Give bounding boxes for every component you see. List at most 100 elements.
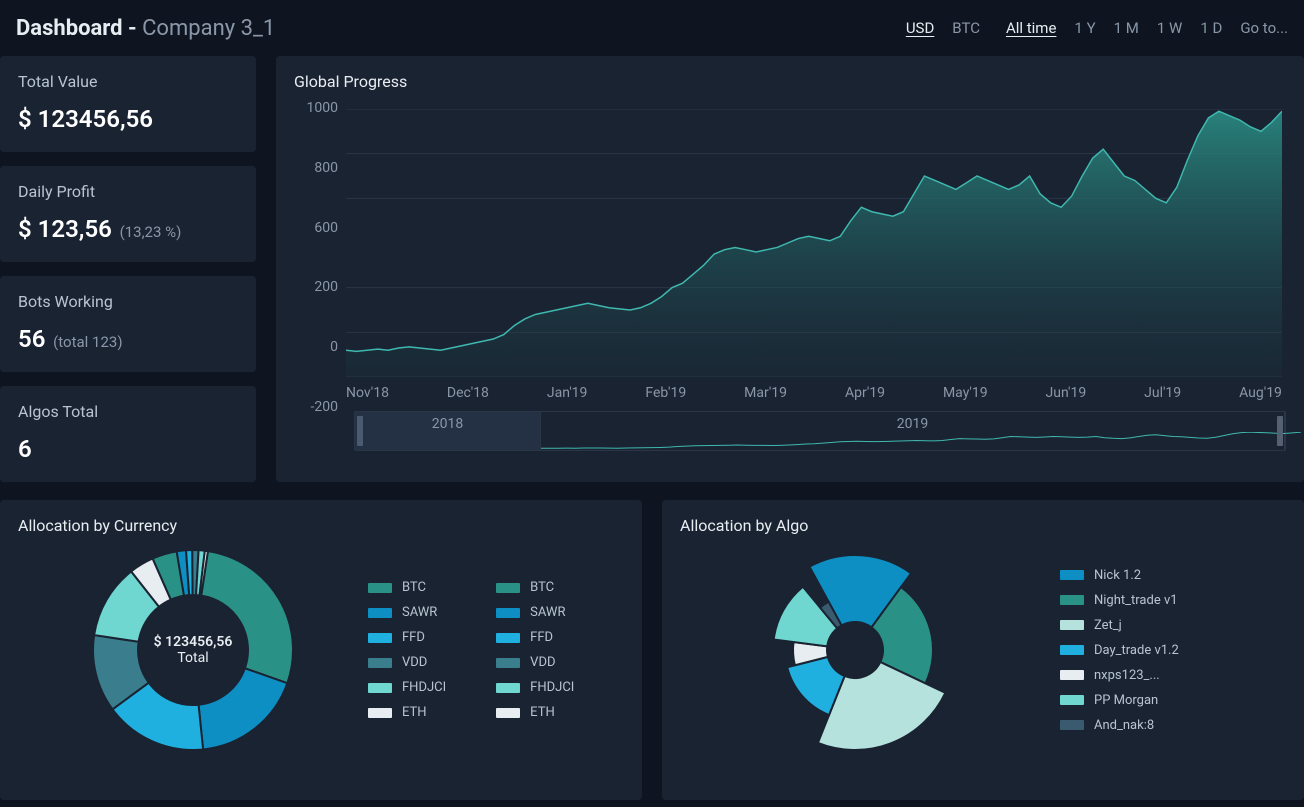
stat-card-0[interactable]: Total Value$ 123456,56 — [0, 56, 256, 152]
stat-card-1[interactable]: Daily Profit $ 123,56 (13,23 %) — [0, 166, 256, 262]
x-axis: Nov'18Dec'18Jan'19Feb'19Mar'19Apr'19May'… — [346, 385, 1282, 401]
legend-label: nxps123_... — [1094, 668, 1160, 683]
legend-item[interactable]: And_nak:8 — [1060, 718, 1179, 733]
x-tick: Mar'19 — [744, 385, 787, 401]
x-tick: Jul'19 — [1144, 385, 1181, 401]
legend-item[interactable]: Nick 1.2 — [1060, 568, 1179, 583]
currency-donut[interactable]: $ 123456,56 Total — [88, 545, 298, 755]
legend-swatch — [368, 683, 392, 693]
y-axis: 10008006002000-200 — [294, 101, 338, 401]
y-tick: 800 — [294, 161, 338, 162]
range-segment-2019[interactable]: 2019 — [541, 412, 1285, 450]
legend-item[interactable]: Night_trade v1 — [1060, 593, 1179, 608]
legend-label: BTC — [402, 580, 426, 595]
algo-pie[interactable] — [750, 545, 960, 755]
range-1-d[interactable]: 1 D — [1200, 19, 1222, 37]
range-segment-2018[interactable]: 2018 — [355, 412, 541, 450]
stat-card-2[interactable]: Bots Working56 (total 123) — [0, 276, 256, 372]
x-tick: Jan'19 — [547, 385, 588, 401]
chart-title: Global Progress — [294, 72, 1286, 91]
x-tick: Dec'18 — [447, 385, 489, 401]
range-slider[interactable]: 2018 2019 — [354, 411, 1286, 451]
stat-label: Daily Profit — [18, 182, 238, 201]
stat-value: $ 123,56 (13,23 %) — [18, 215, 238, 243]
y-tick: 1000 — [294, 101, 338, 102]
legend-swatch — [496, 658, 520, 668]
legend-label: BTC — [530, 580, 554, 595]
legend-swatch — [368, 583, 392, 593]
legend-item[interactable]: BTC — [496, 580, 574, 595]
stat-label: Total Value — [18, 72, 238, 91]
legend-label: VDD — [530, 655, 555, 670]
legend-item[interactable]: ETH — [368, 705, 446, 720]
legend-label: SAWR — [402, 605, 437, 620]
legend-swatch — [496, 708, 520, 718]
stat-card-3[interactable]: Algos Total6 — [0, 386, 256, 482]
range-handle-right[interactable] — [1277, 416, 1283, 446]
legend-item[interactable]: nxps123_... — [1060, 668, 1179, 683]
stat-label: Bots Working — [18, 292, 238, 311]
y-tick: 0 — [294, 340, 338, 341]
legend-item[interactable]: FFD — [368, 630, 446, 645]
legend-item[interactable]: Zet_j — [1060, 618, 1179, 633]
stats-column: Total Value$ 123456,56 Daily Profit $ 123,… — [0, 56, 256, 482]
chart-area: 10008006002000-200 Nov'18Dec'18Jan'19Feb… — [294, 101, 1286, 401]
legend-item[interactable]: BTC — [368, 580, 446, 595]
legend-swatch — [1060, 645, 1084, 655]
legend-label: PP Morgan — [1094, 693, 1158, 708]
legend-label: ETH — [402, 705, 427, 720]
legend-label: Nick 1.2 — [1094, 568, 1141, 583]
stat-sub: (total 123) — [49, 333, 122, 351]
legend-swatch — [368, 658, 392, 668]
legend-item[interactable]: VDD — [368, 655, 446, 670]
range-seg-label: 2019 — [897, 416, 928, 432]
donut-center: $ 123456,56 Total — [88, 545, 298, 755]
donut-center-value: $ 123456,56 — [154, 634, 233, 650]
legend-swatch — [1060, 595, 1084, 605]
legend-label: FFD — [530, 630, 553, 645]
legend-label: ETH — [530, 705, 555, 720]
legend-item[interactable]: FHDJCI — [496, 680, 574, 695]
x-tick: May'19 — [943, 385, 988, 401]
range-all-time[interactable]: All time — [1006, 19, 1056, 37]
legend-label: FHDJCI — [530, 680, 574, 695]
legend-label: Night_trade v1 — [1094, 593, 1178, 608]
legend-item[interactable]: VDD — [496, 655, 574, 670]
legend-item[interactable]: Day_trade v1.2 — [1060, 643, 1179, 658]
x-tick: Jun'19 — [1046, 385, 1087, 401]
y-tick: 600 — [294, 221, 338, 222]
range-1-w[interactable]: 1 W — [1157, 19, 1182, 37]
legend-swatch — [368, 608, 392, 618]
currency-btc[interactable]: BTC — [952, 19, 980, 37]
header-controls: USD BTC All time 1 Y 1 M 1 W 1 D Go to... — [906, 19, 1288, 37]
chart-plot[interactable] — [346, 109, 1282, 377]
range-1-m[interactable]: 1 M — [1114, 19, 1139, 37]
legend-item[interactable]: SAWR — [368, 605, 446, 620]
legend-label: FFD — [402, 630, 425, 645]
allocation-algo-card: Allocation by Algo Nick 1.2 Night_trade v… — [662, 500, 1304, 800]
legend-item[interactable]: FHDJCI — [368, 680, 446, 695]
y-tick: 200 — [294, 280, 338, 281]
legend-swatch — [368, 633, 392, 643]
legend-swatch — [368, 708, 392, 718]
legend-label: VDD — [402, 655, 427, 670]
legend-label: And_nak:8 — [1094, 718, 1154, 733]
legend-item[interactable]: SAWR — [496, 605, 574, 620]
donut-center-label: Total — [177, 650, 208, 666]
global-progress-card: Global Progress 10008006002000-200 Nov'1 — [276, 56, 1304, 482]
stat-value: 6 — [18, 435, 238, 463]
currency-usd[interactable]: USD — [906, 19, 934, 37]
legend-item[interactable]: PP Morgan — [1060, 693, 1179, 708]
range-1-y[interactable]: 1 Y — [1074, 19, 1095, 37]
legend-label: Zet_j — [1094, 618, 1122, 633]
goto-button[interactable]: Go to... — [1240, 19, 1288, 37]
legend-item[interactable]: ETH — [496, 705, 574, 720]
legend-item[interactable]: FFD — [496, 630, 574, 645]
legend-swatch — [496, 583, 520, 593]
alloc-algo-title: Allocation by Algo — [680, 516, 1286, 535]
legend-swatch — [496, 633, 520, 643]
legend-label: SAWR — [530, 605, 565, 620]
legend-swatch — [1060, 720, 1084, 730]
algo-legend: Nick 1.2 Night_trade v1 Zet_j Day_trade v1.… — [1060, 568, 1179, 733]
range-seg-label: 2018 — [432, 416, 463, 432]
